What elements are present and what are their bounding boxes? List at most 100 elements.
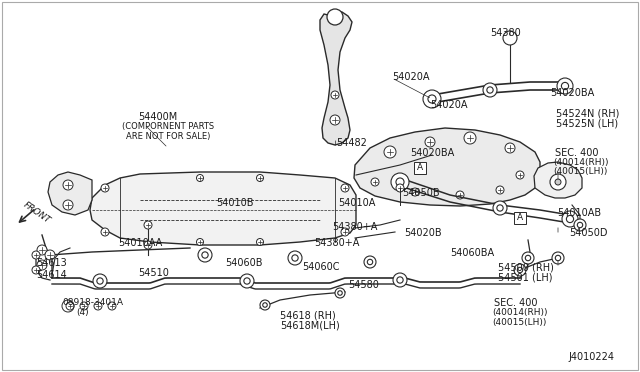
Text: (40015(LH)): (40015(LH)) (553, 167, 607, 176)
Circle shape (80, 302, 88, 310)
Circle shape (561, 83, 568, 90)
Circle shape (244, 278, 250, 284)
Circle shape (331, 91, 339, 99)
Text: 54613: 54613 (36, 258, 67, 268)
Text: 54020A: 54020A (392, 72, 429, 82)
Circle shape (516, 171, 524, 179)
Circle shape (525, 255, 531, 261)
Circle shape (505, 143, 515, 153)
Circle shape (517, 267, 523, 273)
Circle shape (196, 174, 204, 182)
Text: 54010A: 54010A (338, 198, 376, 208)
Text: 54618M(LH): 54618M(LH) (280, 320, 340, 330)
Circle shape (396, 178, 404, 186)
Circle shape (550, 174, 566, 190)
Circle shape (63, 180, 73, 190)
Text: A: A (417, 164, 423, 173)
Circle shape (101, 228, 109, 236)
Text: 54050D: 54050D (569, 228, 607, 238)
Polygon shape (90, 172, 356, 245)
Circle shape (503, 31, 517, 45)
Circle shape (108, 302, 116, 310)
Circle shape (396, 184, 404, 192)
Text: 54400M: 54400M (138, 112, 177, 122)
Circle shape (37, 245, 47, 255)
Text: 54614: 54614 (36, 270, 67, 280)
Circle shape (393, 273, 407, 287)
Text: 54380+A: 54380+A (314, 238, 360, 248)
Circle shape (497, 205, 503, 211)
Circle shape (423, 90, 441, 108)
Circle shape (37, 260, 47, 270)
Circle shape (338, 291, 342, 295)
Circle shape (483, 83, 497, 97)
Text: 54510: 54510 (138, 268, 169, 278)
Text: 54380+A: 54380+A (332, 222, 378, 232)
Text: A: A (517, 214, 523, 222)
Circle shape (552, 252, 564, 264)
Circle shape (566, 215, 573, 222)
Text: (40014(RH)): (40014(RH)) (492, 308, 547, 317)
Text: 54020A: 54020A (430, 100, 467, 110)
Circle shape (101, 184, 109, 192)
Text: 54525N (LH): 54525N (LH) (556, 118, 618, 128)
Text: 54060B: 54060B (225, 258, 262, 268)
Circle shape (32, 251, 40, 259)
Text: 54020B: 54020B (404, 228, 442, 238)
Text: ARE NOT FOR SALE): ARE NOT FOR SALE) (126, 132, 211, 141)
Circle shape (257, 238, 264, 246)
Circle shape (411, 188, 419, 196)
Circle shape (425, 137, 435, 147)
Text: 54050B: 54050B (402, 188, 440, 198)
Text: (40014(RH)): (40014(RH)) (553, 158, 609, 167)
FancyBboxPatch shape (414, 162, 426, 174)
Circle shape (341, 228, 349, 236)
Text: 54618 (RH): 54618 (RH) (280, 310, 336, 320)
Text: 54020BA: 54020BA (550, 88, 595, 98)
Circle shape (493, 201, 507, 215)
Text: (4): (4) (76, 308, 88, 317)
Text: SEC. 400: SEC. 400 (555, 148, 598, 158)
Circle shape (97, 278, 103, 284)
Circle shape (45, 250, 55, 260)
Circle shape (198, 248, 212, 262)
Text: 54010B: 54010B (216, 198, 253, 208)
Circle shape (335, 288, 345, 298)
Circle shape (464, 132, 476, 144)
Text: (40015(LH)): (40015(LH)) (492, 318, 547, 327)
Circle shape (364, 256, 376, 268)
Text: SEC. 400: SEC. 400 (494, 298, 538, 308)
Text: 54060C: 54060C (302, 262, 339, 272)
Circle shape (144, 221, 152, 229)
Circle shape (260, 300, 270, 310)
Text: J4010224: J4010224 (568, 352, 614, 362)
Circle shape (263, 303, 268, 307)
Circle shape (367, 259, 372, 265)
Circle shape (456, 191, 464, 199)
Circle shape (556, 255, 561, 261)
Circle shape (577, 222, 582, 228)
Text: 08918-3401A: 08918-3401A (62, 298, 123, 307)
Circle shape (288, 251, 302, 265)
Circle shape (327, 9, 343, 25)
Text: 54500 (RH): 54500 (RH) (498, 262, 554, 272)
Polygon shape (320, 12, 352, 145)
Text: 54524N (RH): 54524N (RH) (556, 108, 620, 118)
Circle shape (63, 200, 73, 210)
Text: 54501 (LH): 54501 (LH) (498, 272, 552, 282)
Polygon shape (48, 172, 92, 215)
Circle shape (371, 178, 379, 186)
Text: 54020BA: 54020BA (410, 148, 454, 158)
Circle shape (428, 95, 436, 103)
Text: 54010AA: 54010AA (118, 238, 163, 248)
Circle shape (555, 179, 561, 185)
Circle shape (522, 252, 534, 264)
Circle shape (514, 264, 526, 276)
Text: 54380: 54380 (490, 28, 521, 38)
Circle shape (202, 252, 208, 258)
Text: 54010AB: 54010AB (557, 208, 601, 218)
FancyBboxPatch shape (514, 212, 526, 224)
Circle shape (557, 78, 573, 94)
Circle shape (66, 302, 74, 310)
Polygon shape (534, 162, 582, 198)
